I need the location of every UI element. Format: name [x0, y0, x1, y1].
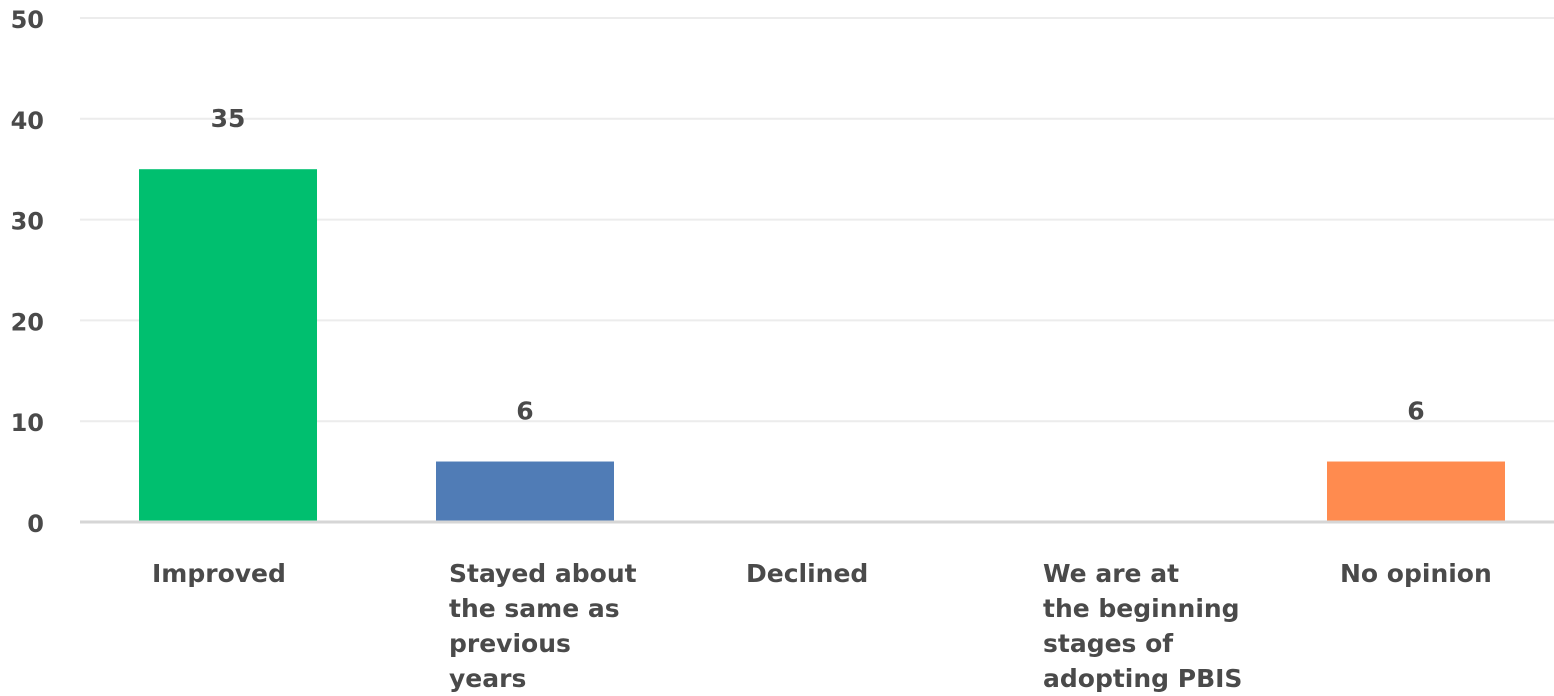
x-tick-label: No opinion	[1340, 556, 1554, 591]
x-tick-label-line: No opinion	[1340, 556, 1554, 591]
y-tick-label: 30	[11, 208, 44, 236]
x-tick-label-line: Improved	[152, 556, 402, 591]
x-tick-label-line: years	[449, 661, 699, 696]
y-tick-label: 0	[27, 510, 44, 538]
data-label: 6	[1407, 397, 1424, 426]
x-tick-label: Improved	[152, 556, 402, 591]
x-tick-label: Stayed about the same as previous years	[449, 556, 699, 696]
y-tick-label: 40	[11, 107, 44, 135]
bar	[436, 462, 614, 522]
x-tick-label-line: previous	[449, 626, 699, 661]
x-tick-label-line: the same as	[449, 591, 699, 626]
bar	[139, 169, 317, 522]
data-label: 6	[516, 397, 533, 426]
x-tick-label-line: stages of	[1043, 626, 1293, 661]
x-tick-label: We are at the beginning stages of adopting …	[1043, 556, 1293, 696]
bar	[1327, 462, 1505, 522]
x-tick-label-line: adopting PBIS	[1043, 661, 1293, 696]
data-label: 35	[211, 104, 246, 133]
y-tick-label: 10	[11, 409, 44, 437]
x-tick-label-line: Stayed about	[449, 556, 699, 591]
y-tick-label: 20	[11, 308, 44, 336]
x-tick-label-line: Declined	[746, 556, 996, 591]
x-tick-label: Declined	[746, 556, 996, 591]
bars	[139, 169, 1505, 522]
x-tick-label-line: We are at	[1043, 556, 1293, 591]
y-tick-label: 50	[11, 6, 44, 34]
data-labels: 35 6 6	[211, 104, 1425, 425]
y-axis-tick-labels: 0 10 20 30 40 50	[11, 6, 44, 538]
x-tick-label-line: the beginning	[1043, 591, 1293, 626]
